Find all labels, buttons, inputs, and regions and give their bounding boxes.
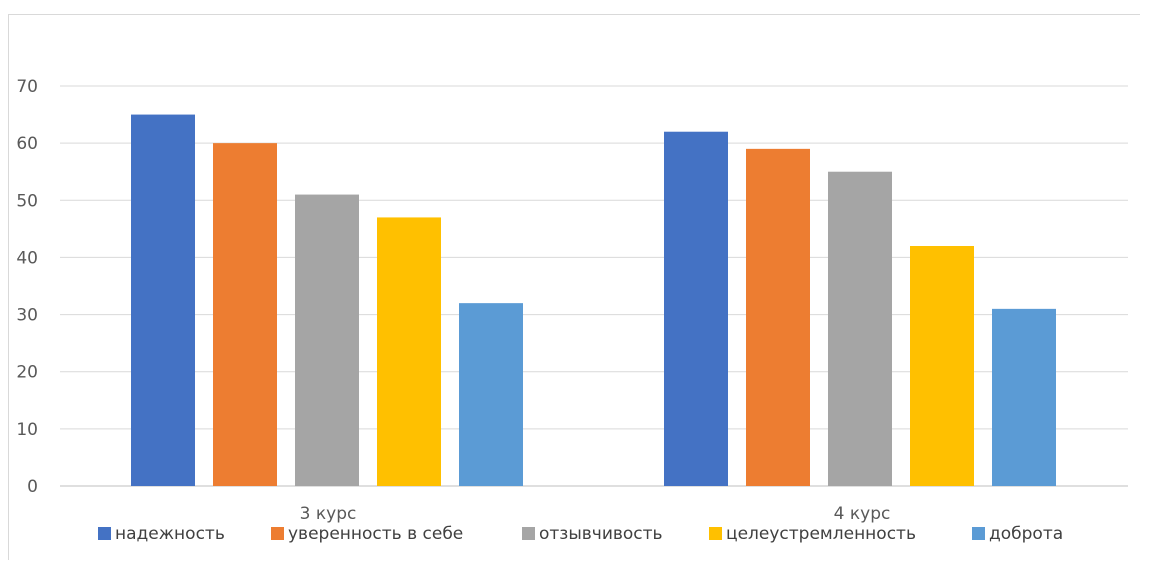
bar-2-2: [746, 148, 810, 486]
legend: надежность уверенность в себе отзывчивость…: [98, 524, 1063, 544]
y-tick-label: 60: [16, 134, 38, 154]
legend-swatch: [972, 527, 985, 540]
legend-label: доброта: [989, 524, 1063, 544]
x-axis-categories: 3 курс 4 курс: [300, 504, 891, 524]
bar-2-3: [828, 171, 892, 486]
bar-2-5: [992, 308, 1056, 486]
x-category-label: 3 курс: [300, 504, 357, 524]
chart-frame: [8, 14, 1140, 560]
x-category-label: 4 курс: [834, 504, 891, 524]
legend-swatch: [522, 527, 535, 540]
legend-label: отзывчивость: [539, 524, 663, 544]
legend-label: надежность: [115, 524, 225, 544]
y-tick-label: 20: [16, 363, 38, 383]
bar-1-2: [213, 143, 277, 486]
bars: [131, 114, 1056, 487]
y-tick-label: 0: [27, 477, 38, 497]
bar-1-4: [377, 217, 441, 486]
legend-swatch: [709, 527, 722, 540]
bar-1-1: [131, 114, 195, 487]
legend-swatch: [271, 527, 284, 540]
bar-1-5: [459, 303, 523, 486]
y-tick-label: 30: [16, 306, 38, 326]
bar-1-3: [295, 194, 359, 487]
legend-label: целеустремленность: [726, 524, 916, 544]
legend-swatch: [98, 527, 111, 540]
y-tick-label: 10: [16, 420, 38, 440]
y-tick-label: 70: [16, 77, 38, 97]
legend-label: уверенность в себе: [288, 524, 463, 544]
y-axis-ticks: 0 10 20 30 40 50 60 70: [16, 77, 38, 497]
y-tick-label: 50: [16, 191, 38, 211]
bar-2-1: [664, 131, 728, 486]
y-tick-label: 40: [16, 248, 38, 268]
bar-2-4: [910, 246, 974, 486]
